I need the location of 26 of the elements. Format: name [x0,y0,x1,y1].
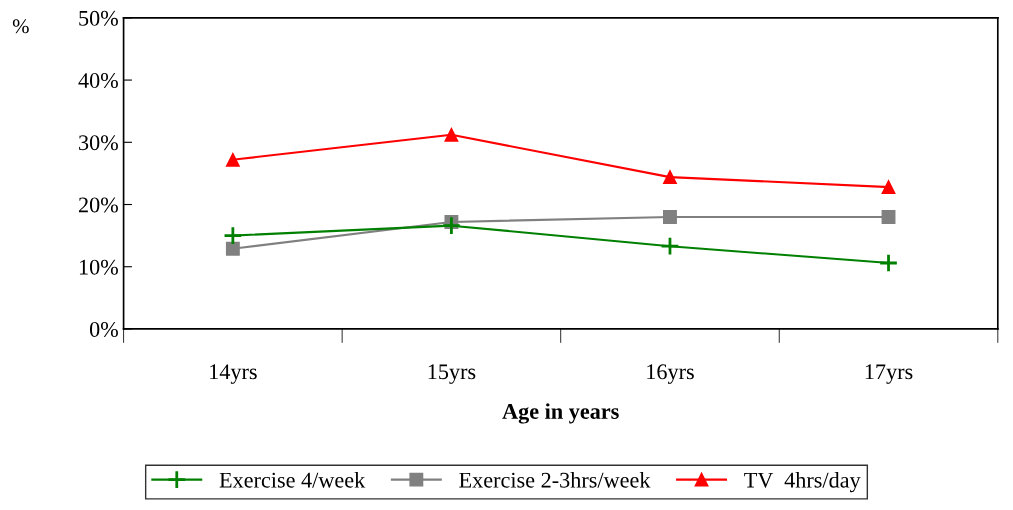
point [225,241,240,256]
y-axis-title: % [12,19,29,34]
point [225,152,240,167]
x-axis-title: Age in years [502,403,619,424]
point [663,210,677,224]
point [881,210,896,224]
y-tick-label: 20% [78,197,118,213]
y-tick-label: 30% [79,135,118,151]
x-tick-label: 16yrs [647,364,694,384]
legend-label: TV 4hrs/day [744,472,861,493]
point [441,215,462,236]
x-tick-label: 17yrs [865,364,913,384]
y-tick-label: 10% [79,259,118,275]
point [881,180,896,195]
y-tick-label: 50% [79,10,118,26]
point [444,127,459,142]
point [663,170,677,185]
point [223,225,243,246]
x-tick-label: 15yrs [428,364,476,384]
x-tick-label: 14yrs [210,364,257,384]
legend-label: Exercise 4/week [219,472,366,488]
y-tick-label: 40% [78,73,118,89]
legend-label: Exercise 2-3hrs/week [459,472,651,488]
point [660,236,680,256]
point [878,253,899,273]
y-tick-label: 0% [89,321,118,337]
